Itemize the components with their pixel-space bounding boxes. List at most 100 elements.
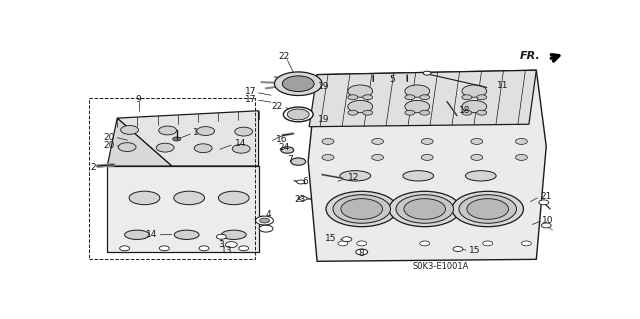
- Text: 23: 23: [294, 195, 306, 204]
- Text: 17: 17: [244, 95, 256, 104]
- Circle shape: [239, 246, 249, 251]
- Polygon shape: [117, 111, 259, 166]
- Text: 18: 18: [460, 106, 471, 115]
- Ellipse shape: [173, 191, 205, 205]
- Text: 14: 14: [235, 139, 246, 148]
- Ellipse shape: [465, 171, 496, 181]
- Text: 13: 13: [221, 246, 232, 255]
- Circle shape: [421, 154, 433, 160]
- Circle shape: [199, 246, 209, 251]
- Circle shape: [363, 95, 372, 100]
- Circle shape: [342, 237, 352, 242]
- Text: 22: 22: [271, 102, 282, 111]
- Text: 12: 12: [348, 173, 359, 182]
- Circle shape: [287, 109, 309, 120]
- Circle shape: [405, 95, 415, 100]
- Text: 9: 9: [136, 95, 141, 104]
- Circle shape: [372, 154, 383, 160]
- Text: 16: 16: [276, 135, 287, 144]
- Text: 3: 3: [218, 240, 224, 249]
- Circle shape: [462, 100, 487, 113]
- Circle shape: [275, 72, 322, 95]
- Text: 11: 11: [497, 81, 508, 90]
- Circle shape: [326, 191, 397, 227]
- Circle shape: [363, 110, 372, 115]
- Circle shape: [396, 195, 454, 223]
- Circle shape: [515, 138, 527, 145]
- Circle shape: [120, 246, 129, 251]
- Circle shape: [404, 199, 445, 219]
- Ellipse shape: [340, 171, 371, 181]
- Ellipse shape: [125, 230, 150, 240]
- Circle shape: [348, 85, 372, 97]
- Polygon shape: [308, 70, 547, 261]
- Circle shape: [541, 223, 551, 228]
- Circle shape: [515, 154, 527, 160]
- Circle shape: [423, 71, 431, 75]
- Circle shape: [281, 147, 294, 153]
- Circle shape: [453, 247, 463, 251]
- Circle shape: [348, 95, 358, 100]
- Circle shape: [462, 95, 472, 100]
- Circle shape: [420, 95, 429, 100]
- Circle shape: [338, 241, 348, 246]
- Polygon shape: [108, 166, 259, 252]
- Circle shape: [232, 145, 250, 153]
- Circle shape: [235, 127, 253, 136]
- Text: 1: 1: [193, 128, 199, 137]
- Text: 21: 21: [540, 192, 552, 201]
- Circle shape: [467, 199, 509, 219]
- Circle shape: [421, 138, 433, 145]
- Ellipse shape: [403, 171, 434, 181]
- Circle shape: [195, 144, 212, 153]
- Circle shape: [389, 191, 460, 227]
- Text: 19: 19: [318, 82, 330, 92]
- Text: 14: 14: [145, 230, 157, 239]
- Polygon shape: [108, 118, 172, 166]
- Text: 5: 5: [390, 75, 396, 84]
- Bar: [89, 99, 255, 259]
- Circle shape: [522, 241, 531, 246]
- Circle shape: [255, 216, 273, 225]
- Circle shape: [348, 110, 358, 115]
- Circle shape: [259, 225, 273, 232]
- Circle shape: [452, 191, 524, 227]
- Text: 22: 22: [279, 52, 290, 61]
- Circle shape: [118, 143, 136, 152]
- Circle shape: [121, 125, 138, 134]
- Text: 24: 24: [278, 143, 290, 152]
- Text: 15: 15: [469, 246, 481, 255]
- Ellipse shape: [218, 191, 249, 205]
- Circle shape: [405, 85, 429, 97]
- Circle shape: [539, 200, 548, 205]
- Circle shape: [173, 137, 180, 141]
- Circle shape: [196, 127, 214, 136]
- Circle shape: [477, 110, 487, 115]
- Circle shape: [260, 218, 269, 223]
- Circle shape: [348, 100, 372, 113]
- Circle shape: [471, 154, 483, 160]
- Circle shape: [420, 241, 429, 246]
- Text: 19: 19: [318, 115, 330, 124]
- Circle shape: [462, 85, 487, 97]
- Circle shape: [356, 241, 367, 246]
- Text: 8: 8: [359, 249, 365, 258]
- Circle shape: [459, 195, 516, 223]
- Circle shape: [341, 199, 383, 219]
- Ellipse shape: [174, 230, 199, 240]
- Circle shape: [405, 110, 415, 115]
- Text: 4: 4: [266, 210, 271, 219]
- Circle shape: [322, 154, 334, 160]
- Circle shape: [300, 197, 307, 200]
- Text: 6: 6: [302, 177, 308, 187]
- Circle shape: [420, 110, 429, 115]
- Text: 7: 7: [287, 155, 293, 164]
- Text: 10: 10: [542, 216, 554, 225]
- Circle shape: [291, 158, 306, 165]
- Text: 20: 20: [103, 141, 115, 150]
- Circle shape: [159, 246, 169, 251]
- Circle shape: [216, 234, 227, 239]
- Circle shape: [284, 107, 313, 122]
- Circle shape: [225, 242, 237, 248]
- Circle shape: [462, 110, 472, 115]
